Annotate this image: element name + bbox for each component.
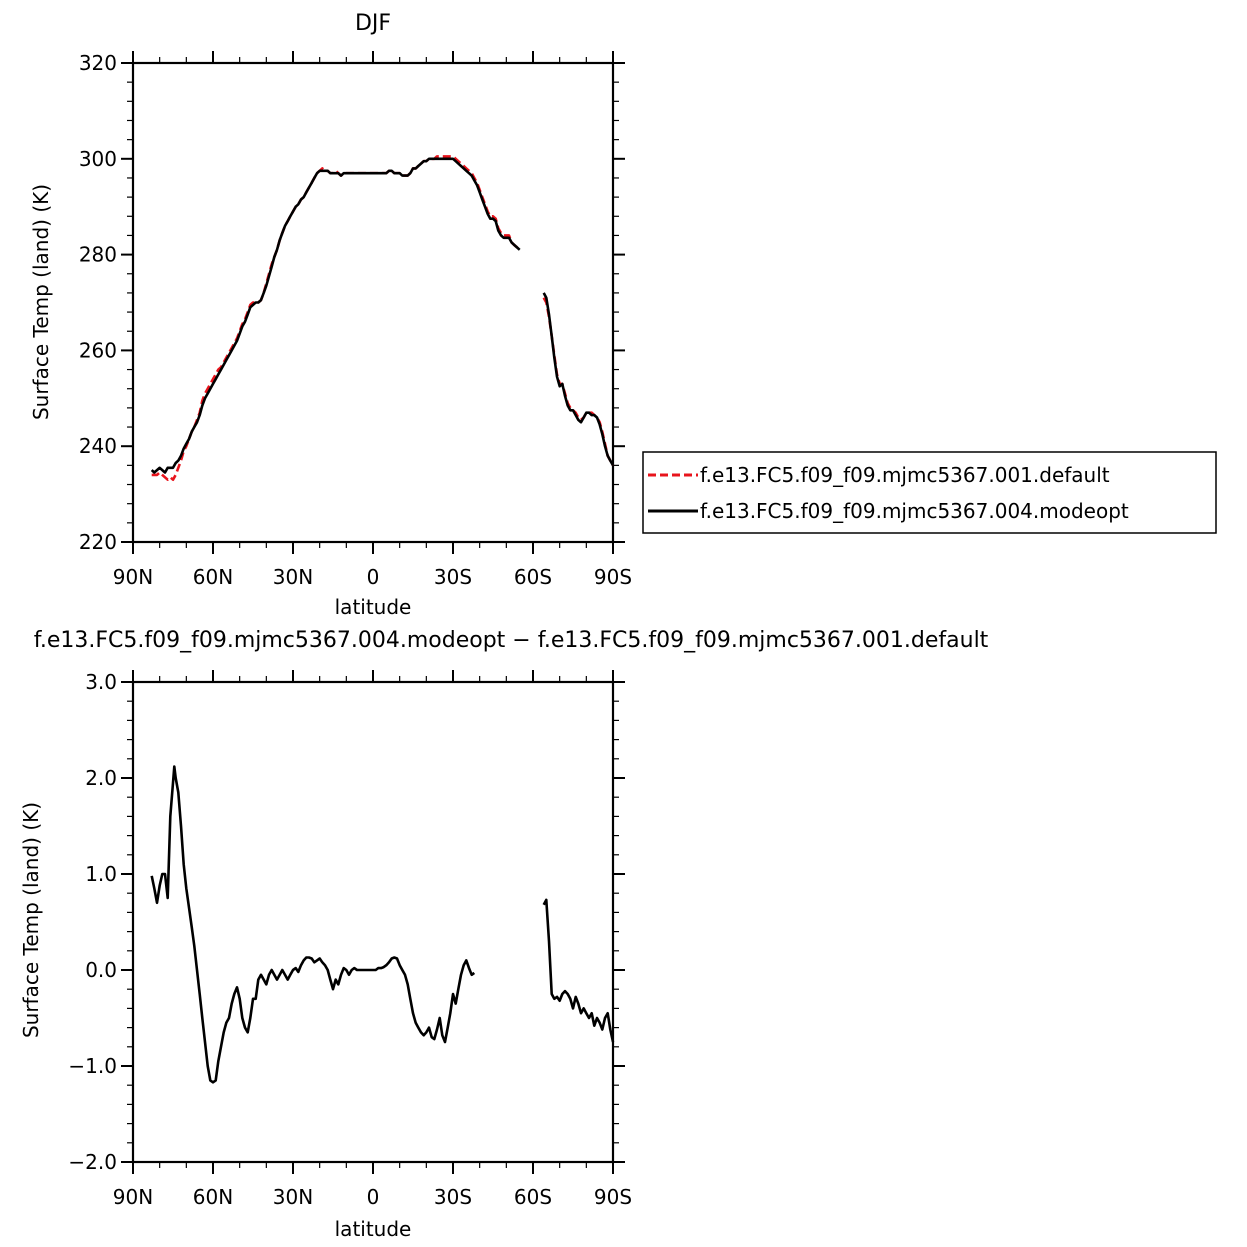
top-chart-axes: 220 240 260 280 300 320 90N 60N 30N 0 30S 60S 90S [79,51,632,589]
x-tick-label: 60N [193,565,233,589]
y-tick-label: 1.0 [85,862,117,886]
x-tick-label: 30N [273,1185,313,1209]
y-tick-label: 260 [79,338,117,362]
series-line-1-segment-1 [542,292,615,467]
series-line-0-segment-0 [151,155,521,481]
bottom-chart-axes: −2.0 −1.0 0.0 1.0 2.0 3.0 90N 60N 30N 0 30S 60S 90S [68,670,632,1209]
bottom-chart-series [150,765,615,1084]
top-chart-x-axis-label: latitude [335,595,412,619]
bottom-chart-x-axis-label: latitude [335,1217,412,1241]
y-tick-label: 3.0 [85,670,117,694]
top-chart-y-axis-label: Surface Temp (land) (K) [29,184,53,420]
x-tick-label: 90N [113,565,153,589]
series-line-0-segment-1 [542,898,615,1043]
y-tick-label: 300 [79,147,117,171]
y-tick-label: 280 [79,243,117,267]
x-tick-label: 30N [273,565,313,589]
y-tick-label: 240 [79,434,117,458]
legend-label-modeopt: f.e13.FC5.f09_f09.mjmc5367.004.modeopt [700,499,1129,523]
plot-frame [131,61,615,544]
y-tick-label: 220 [79,530,117,554]
top-chart-series [150,155,615,481]
legend-box [642,451,1217,534]
bottom-chart-y-axis-label: Surface Temp (land) (K) [19,802,43,1038]
x-tick-label: 30S [434,1185,472,1209]
top-chart-panel: DJF 220 240 260 280 300 320 90N 60N 30N 0 30S 60S 90… [29,11,632,619]
top-chart-title: DJF [355,11,391,36]
legend-label-default: f.e13.FC5.f09_f09.mjmc5367.001.default [700,463,1110,487]
top-chart-legend: f.e13.FC5.f09_f09.mjmc5367.001.default f… [642,451,1217,534]
series-line-0-segment-0 [150,765,476,1084]
x-tick-label: 60S [514,1185,552,1209]
x-tick-label: 90N [113,1185,153,1209]
bottom-chart-panel: f.e13.FC5.f09_f09.mjmc5367.004.modeopt −… [19,628,989,1241]
x-tick-label: 0 [367,565,380,589]
y-tick-label: −2.0 [68,1150,117,1174]
y-tick-label: −1.0 [68,1054,117,1078]
y-tick-label: 2.0 [85,766,117,790]
x-tick-label: 60S [514,565,552,589]
y-tick-label: 0.0 [85,958,117,982]
x-tick-label: 30S [434,565,472,589]
bottom-chart-title: f.e13.FC5.f09_f09.mjmc5367.004.modeopt −… [34,628,989,653]
x-tick-label: 90S [594,565,632,589]
y-tick-label: 320 [79,51,117,75]
plot-frame [131,680,615,1164]
series-line-1-segment-0 [150,157,521,474]
x-tick-label: 0 [367,1185,380,1209]
x-tick-label: 60N [193,1185,233,1209]
x-tick-label: 90S [594,1185,632,1209]
